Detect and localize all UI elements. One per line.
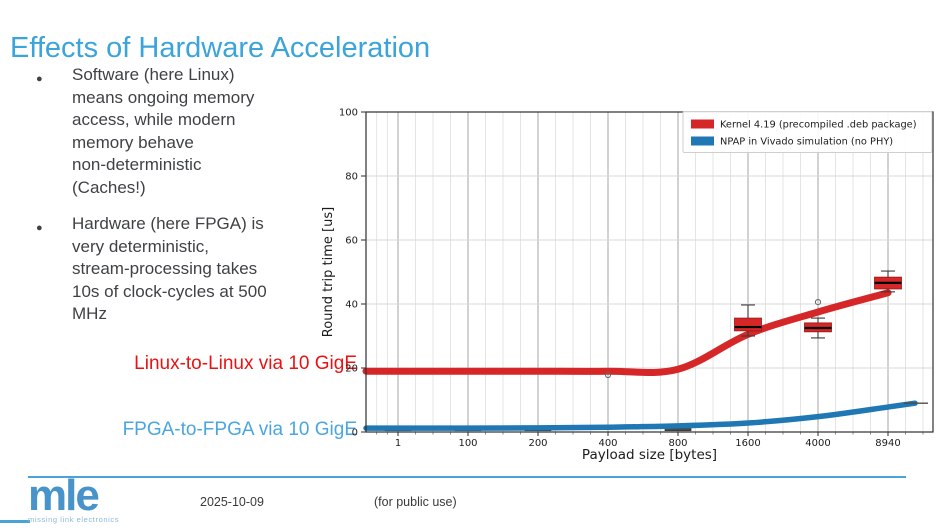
public-use-note: (for public use): [374, 495, 457, 509]
legend-swatch: [691, 119, 714, 129]
series-red-line: [362, 289, 892, 376]
bullet-dot-icon: ●: [36, 222, 43, 234]
bullet-list: ● Software (here Linux) means ongoing memo…: [36, 64, 328, 340]
bullet-text: Software (here Linux) means ongoing memor…: [72, 65, 255, 197]
legend-swatch: [691, 136, 714, 146]
legend-box: [682, 111, 933, 153]
x-tick-label: 400: [598, 438, 617, 449]
legend-label: NPAP in Vivado simulation (no PHY): [720, 137, 893, 148]
boxplot-box: [734, 317, 762, 332]
x-tick-label: 8940: [875, 438, 900, 449]
bullet-text: Hardware (here FPGA) is very deterministi…: [72, 214, 267, 323]
x-tick-label: 1600: [735, 438, 760, 449]
y-tick-label: 100: [339, 108, 358, 119]
y-tick-label: 40: [345, 300, 358, 311]
bullet-item: ● Software (here Linux) means ongoing memo…: [36, 64, 328, 199]
x-tick-label: 4000: [805, 438, 830, 449]
footer-divider: [28, 476, 906, 478]
series-blue-line: [363, 400, 918, 431]
x-tick-label: 800: [668, 438, 687, 449]
logo-tagline: missing link electronics: [28, 515, 120, 524]
y-tick-label: 0: [352, 428, 358, 439]
y-tick-label: 60: [345, 236, 358, 247]
bullet-dot-icon: ●: [36, 73, 43, 85]
slide-date: 2025-10-09: [200, 495, 264, 509]
y-tick-label: 80: [345, 172, 358, 183]
page-title: Effects of Hardware Acceleration: [10, 32, 431, 65]
y-tick-label: 20: [345, 364, 358, 375]
plot-border: [365, 111, 934, 433]
corner-accent-bar: [0, 520, 30, 523]
chart-canvas: 1 100 200 400 800 1600 4000 8940 0 20 40 60 80 100 Pay…: [321, 108, 934, 463]
x-tick-label: 1: [395, 438, 401, 449]
outlier-circle: [814, 298, 822, 306]
bullet-item: ● Hardware (here FPGA) is very determinist…: [36, 213, 328, 326]
company-logo: mle missing link electronics: [28, 471, 120, 525]
fpga-series-label: FPGA-to-FPGA via 10 GigE: [122, 419, 357, 440]
x-tick-label: 100: [458, 438, 477, 449]
linux-series-label: Linux-to-Linux via 10 GigE: [134, 353, 357, 374]
y-axis-label: Round trip time [us]: [321, 207, 336, 337]
outlier-circle: [604, 371, 612, 379]
logo-text: mle: [28, 471, 100, 520]
x-axis-label: Payload size [bytes]: [582, 447, 717, 463]
round-trip-time-chart: 1 100 200 400 800 1600 4000 8940 0 20 40 60 80 100 Pay…: [320, 95, 940, 465]
legend-label: Kernel 4.19 (precompiled .deb package): [720, 120, 917, 131]
x-tick-label: 200: [528, 438, 547, 449]
